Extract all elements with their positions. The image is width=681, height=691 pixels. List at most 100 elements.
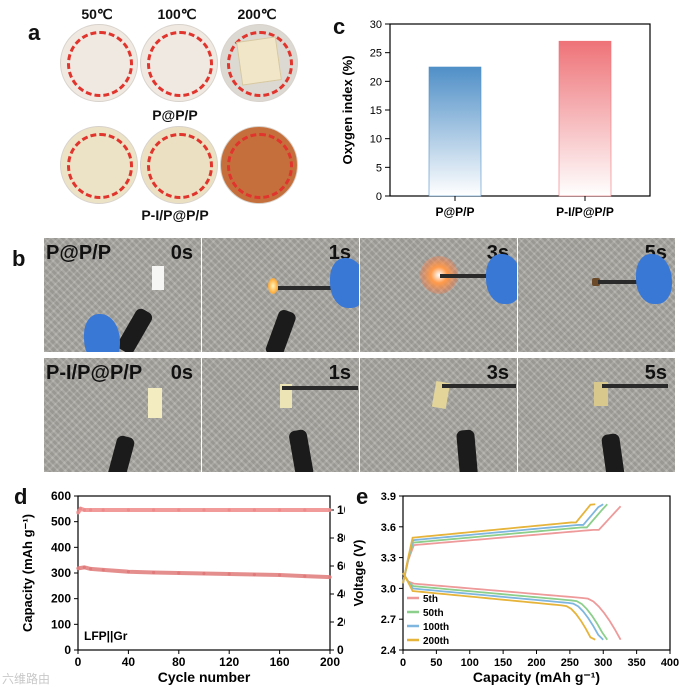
flame-row1-film-label: P@P/P bbox=[46, 242, 112, 264]
oxygen-index-chart: 0 5 10 15 20 25 30 P@P/P P-I/P@P/P Oxygen index (… bbox=[340, 19, 651, 219]
flame-photo-pippp-3s: 3s bbox=[360, 358, 517, 472]
chart-e-xtick-label-4: 200 bbox=[527, 657, 545, 669]
chart-d-point-0-9 bbox=[227, 508, 231, 512]
flame-row1-time-0: 0s bbox=[170, 242, 193, 264]
chart-d-point-1-11 bbox=[303, 574, 307, 578]
chart-e-charge-0 bbox=[402, 505, 622, 584]
flame-photo-ppp-0s: P@P/P 0s bbox=[44, 238, 201, 352]
chart-e-xtick-label-0: 0 bbox=[400, 657, 406, 669]
dish-pippp-100 bbox=[140, 126, 218, 204]
chart-d-yltick-label-2: 200 bbox=[51, 592, 71, 606]
flame-photo-pippp-5s: 5s bbox=[518, 358, 675, 472]
chart-d-point-0-0 bbox=[76, 511, 80, 515]
chart-d-xtick-label-2: 80 bbox=[172, 655, 186, 669]
chart-d-point-1-1 bbox=[82, 565, 86, 569]
chart-e-xtick-label-7: 350 bbox=[627, 657, 645, 669]
chart-d-yrtick-label-4: 80 bbox=[337, 531, 345, 545]
chart-d-xtick-label-4: 160 bbox=[270, 655, 290, 669]
temp-label-50: 50℃ bbox=[81, 6, 113, 22]
flame-row2-time-3: 3s bbox=[486, 362, 509, 384]
chart-c-ytick-label-6: 30 bbox=[370, 19, 382, 31]
flame-photo-ppp-5s: 5s bbox=[518, 238, 675, 352]
temp-label-200: 200℃ bbox=[237, 6, 277, 22]
sample-label-ppp: P@P/P bbox=[152, 107, 198, 123]
chart-d-yltick-label-4: 400 bbox=[51, 540, 71, 554]
chart-e-xtick-label-1: 50 bbox=[430, 657, 442, 669]
chart-d-point-0-2 bbox=[82, 508, 86, 512]
chart-d-yrtick-label-3: 60 bbox=[337, 559, 345, 573]
chart-d-point-1-2 bbox=[89, 567, 93, 571]
chart-e-discharge-3 bbox=[402, 572, 596, 641]
flame-photo-ppp-1s: 1s bbox=[202, 238, 359, 352]
chart-d-point-1-4 bbox=[126, 570, 130, 574]
chart-d-xlabel: Cycle number bbox=[158, 669, 251, 685]
flame-photo-pippp-1s: 1s bbox=[202, 358, 359, 472]
chart-d-yltick-label-3: 300 bbox=[51, 566, 71, 580]
chart-d-point-1-0 bbox=[76, 566, 80, 570]
chart-d-point-0-6 bbox=[152, 508, 156, 512]
chart-c-ytick-label-0: 0 bbox=[376, 191, 382, 203]
panel-c-letter: c bbox=[333, 14, 346, 39]
chart-d-xtick-label-5: 200 bbox=[320, 655, 340, 669]
chart-e-ytick-label-1: 2.7 bbox=[381, 614, 396, 626]
chart-e-discharge-0 bbox=[402, 572, 622, 641]
flame-row2-time-5: 5s bbox=[644, 362, 667, 384]
chart-d-point-1-8 bbox=[227, 572, 231, 576]
chart-d-point-0-12 bbox=[303, 508, 307, 512]
chart-d-point-0-10 bbox=[252, 508, 256, 512]
chart-c-ytick-label-2: 10 bbox=[370, 134, 382, 146]
flame-row2-film-label: P-I/P@P/P bbox=[46, 362, 143, 384]
dish-ppp-200 bbox=[220, 24, 298, 102]
chart-c-ytick-label-3: 15 bbox=[370, 105, 382, 117]
chart-e-discharge-1 bbox=[402, 572, 608, 641]
chart-d-yrtick-label-5: 100 bbox=[337, 503, 345, 517]
flame-row2-time-1: 1s bbox=[328, 362, 351, 384]
chart-d-point-1-12 bbox=[328, 575, 332, 579]
chart-d-point-0-8 bbox=[202, 508, 206, 512]
chart-c-bar-1 bbox=[558, 40, 612, 197]
chart-d-point-1-10 bbox=[278, 573, 282, 577]
flame-photo-ppp-3s: 3s bbox=[360, 238, 517, 352]
chart-d-xtick-label-1: 40 bbox=[122, 655, 136, 669]
chart-d-point-1-5 bbox=[152, 570, 156, 575]
chart-e-ytick-label-3: 3.3 bbox=[381, 553, 396, 565]
chart-d-yltick-label-1: 100 bbox=[51, 617, 71, 631]
chart-d-yrtick-label-2: 40 bbox=[337, 587, 345, 601]
chart-e-xtick-label-5: 250 bbox=[561, 657, 579, 669]
chart-d-annotation: LFP||Gr bbox=[84, 629, 128, 643]
chart-e-xlabel: Capacity (mAh g⁻¹) bbox=[473, 669, 600, 685]
chart-c-xtick-label-1: P-I/P@P/P bbox=[556, 205, 614, 219]
dish-ppp-50 bbox=[60, 24, 138, 102]
chart-d-yltick-label-5: 500 bbox=[51, 515, 71, 529]
chart-d-point-0-7 bbox=[177, 508, 181, 512]
chart-d-point-0-4 bbox=[101, 508, 105, 512]
panel-b-letter: b bbox=[12, 246, 26, 271]
dish-pippp-200 bbox=[220, 126, 298, 204]
chart-d-yltick-label-6: 600 bbox=[51, 489, 71, 503]
chart-e-ytick-label-5: 3.9 bbox=[381, 491, 396, 503]
chart-c-bar-0 bbox=[428, 66, 482, 197]
dish-pippp-50 bbox=[60, 126, 138, 204]
flame-photo-pippp-0s: P-I/P@P/P 0s bbox=[44, 358, 201, 472]
chart-d-point-0-11 bbox=[278, 508, 282, 512]
chart-e-legend-label-2: 100th bbox=[423, 622, 449, 633]
chart-e-ytick-label-0: 2.4 bbox=[381, 645, 397, 657]
chart-d-yltick-label-0: 0 bbox=[64, 643, 71, 657]
chart-e-xtick-label-8: 400 bbox=[661, 657, 679, 669]
chart-e-xtick-label-6: 300 bbox=[594, 657, 612, 669]
chart-c-ytick-label-1: 5 bbox=[376, 162, 382, 174]
watermark: 六维路由 bbox=[2, 672, 51, 686]
chart-e-legend-label-0: 5th bbox=[423, 594, 438, 605]
chart-d-ylabel-left: Capacity (mAh g⁻¹) bbox=[20, 514, 35, 632]
chart-d-yrtick-label-0: 0 bbox=[337, 643, 344, 657]
chart-d-point-0-3 bbox=[89, 508, 93, 512]
panel-d-letter: d bbox=[14, 484, 28, 509]
chart-e-legend-label-3: 200th bbox=[423, 636, 449, 647]
chart-d-point-0-5 bbox=[126, 508, 130, 512]
flame-row2-time-0: 0s bbox=[170, 362, 193, 384]
chart-d-point-0-13 bbox=[328, 508, 332, 512]
chart-d-point-1-6 bbox=[177, 571, 181, 575]
chart-d-xtick-label-0: 0 bbox=[75, 655, 82, 669]
chart-c-ytick-label-4: 20 bbox=[370, 76, 382, 88]
chart-e-discharge-2 bbox=[402, 572, 604, 641]
